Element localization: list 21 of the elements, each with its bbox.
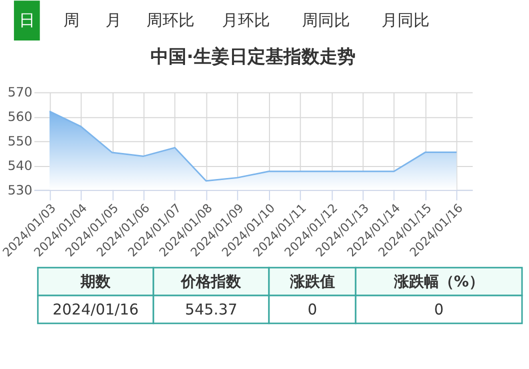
y-tick-label: 530 xyxy=(8,183,32,198)
text: 周 xyxy=(64,10,80,30)
text: 月同比 xyxy=(381,10,430,30)
text: 周同比 xyxy=(302,10,350,30)
y-tick-label: 550 xyxy=(8,134,32,150)
text: 日 xyxy=(18,10,35,30)
text: 周环比 xyxy=(146,10,194,30)
text: 涨跌值 xyxy=(288,272,335,291)
text: 价格指数 xyxy=(180,272,242,291)
text: 涨跌幅（%） xyxy=(392,272,484,291)
text: 期数 xyxy=(80,272,112,291)
text: 545.37 xyxy=(185,300,238,318)
chart-title: 中国·生姜日定基指数走势 xyxy=(150,45,356,68)
text: 2024/01/16 xyxy=(52,300,139,318)
text: 月 xyxy=(106,10,122,30)
y-tick-label: 540 xyxy=(8,158,32,174)
text: 0 xyxy=(308,300,318,318)
y-tick-label: 560 xyxy=(8,110,32,126)
text: 月环比 xyxy=(222,10,270,30)
y-tick-label: 570 xyxy=(8,86,32,101)
text: 0 xyxy=(434,300,444,318)
